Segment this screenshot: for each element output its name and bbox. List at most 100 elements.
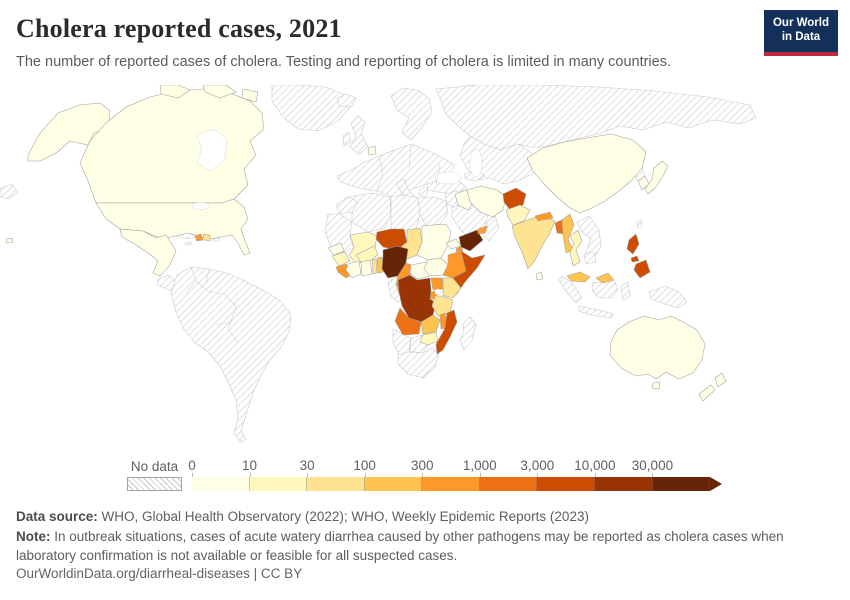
country-guinea[interactable]: [331, 251, 351, 267]
caspian-sea: [469, 148, 483, 178]
country-russia-east[interactable]: [0, 183, 19, 200]
legend-bar-column: 0 10 30 100 300 1,000 3,000 10,000 30,000: [188, 458, 722, 491]
owid-url[interactable]: OurWorldinData.org/diarrheal-diseases: [16, 566, 250, 581]
country-angola[interactable]: [394, 307, 422, 336]
legend-bin[interactable]: [652, 477, 711, 491]
region-south-america[interactable]: [170, 266, 292, 443]
note-text: In outbreak situations, cases of acute w…: [16, 529, 784, 563]
country-new-zealand-north[interactable]: [714, 372, 727, 388]
legend-arrow: [710, 477, 722, 491]
country-togo[interactable]: [371, 258, 378, 275]
country-malaysia[interactable]: [566, 271, 591, 283]
legend-bar-row: [192, 473, 722, 491]
country-mozambique[interactable]: [435, 309, 458, 355]
country-afghanistan[interactable]: [502, 187, 527, 211]
legend-bin[interactable]: [594, 477, 653, 491]
legend-tick-label: 30: [299, 458, 315, 473]
country-nepal[interactable]: [534, 211, 554, 222]
page-title: Cholera reported cases, 2021: [16, 14, 342, 43]
country-philippines-luzon[interactable]: [626, 233, 640, 255]
country-ghana[interactable]: [360, 259, 373, 277]
country-dominican-republic[interactable]: [202, 233, 211, 242]
legend-bin[interactable]: [364, 477, 423, 491]
legend-bin[interactable]: [537, 477, 595, 491]
legend-tick-labels: 0 10 30 100 300 1,000 3,000 10,000 30,000: [188, 458, 710, 477]
country-indonesia-java[interactable]: [578, 305, 614, 319]
country-yemen[interactable]: [458, 229, 484, 252]
legend-tick-label: 0: [188, 458, 196, 473]
legend-tick-label: 1,000: [462, 458, 497, 473]
country-cote-divoire[interactable]: [345, 260, 362, 279]
country-burkina-faso[interactable]: [355, 245, 379, 263]
data-source-label: Data source:: [16, 509, 98, 524]
data-source-text[interactable]: WHO, Global Health Observatory (2022); W…: [97, 509, 589, 524]
country-sri-lanka[interactable]: [535, 271, 544, 281]
country-china[interactable]: [526, 133, 647, 214]
country-ireland[interactable]: [342, 131, 352, 147]
country-senegal[interactable]: [327, 242, 345, 256]
country-new-zealand-south[interactable]: [698, 384, 716, 402]
chart-subtitle: The number of reported cases of cholera.…: [16, 54, 671, 70]
country-papua-new-guinea[interactable]: [648, 285, 688, 309]
country-netherlands[interactable]: [367, 145, 377, 156]
legend-bin[interactable]: [307, 477, 365, 491]
country-egypt[interactable]: [417, 196, 449, 227]
country-japan[interactable]: [644, 160, 669, 195]
country-madagascar[interactable]: [459, 316, 477, 351]
country-united-kingdom[interactable]: [349, 115, 369, 155]
country-philippines-visayas[interactable]: [630, 255, 640, 263]
legend-bin[interactable]: [422, 477, 480, 491]
owid-logo-line2: in Data: [781, 31, 821, 44]
legend-no-data[interactable]: No data: [127, 459, 182, 491]
country-canada[interactable]: [79, 88, 265, 204]
country-sudan[interactable]: [416, 223, 452, 261]
country-kenya[interactable]: [442, 277, 462, 299]
country-scandinavia[interactable]: [390, 87, 433, 141]
country-sierra-leone-liberia[interactable]: [335, 263, 354, 279]
country-haiti[interactable]: [194, 233, 204, 242]
country-zimbabwe[interactable]: [419, 331, 439, 346]
country-algeria[interactable]: [347, 192, 392, 233]
country-somalia[interactable]: [452, 250, 486, 296]
country-uae[interactable]: [477, 225, 488, 235]
country-mexico[interactable]: [119, 228, 177, 277]
country-indonesia-sulawesi[interactable]: [620, 281, 631, 301]
country-iceland[interactable]: [336, 93, 357, 108]
country-taiwan[interactable]: [636, 219, 643, 229]
country-canada-arctic-3[interactable]: [241, 88, 259, 103]
country-benin[interactable]: [376, 256, 384, 274]
country-malaysia-borneo[interactable]: [595, 272, 615, 284]
country-greece[interactable]: [418, 185, 429, 198]
country-philippines-mindanao[interactable]: [633, 259, 651, 279]
owid-logo-line1: Our World: [772, 17, 829, 29]
country-canada-arctic-1[interactable]: [159, 85, 191, 99]
country-indonesia-sumatra[interactable]: [558, 275, 583, 304]
country-canada-arctic-2[interactable]: [202, 85, 237, 99]
legend-no-data-swatch[interactable]: [127, 477, 182, 491]
country-iran[interactable]: [466, 185, 507, 218]
country-greenland[interactable]: [271, 85, 351, 132]
region-europe[interactable]: [336, 143, 456, 202]
country-uganda[interactable]: [430, 277, 444, 291]
legend-tickmark: [192, 473, 193, 477]
legend-bin[interactable]: [249, 477, 308, 491]
country-cambodia[interactable]: [583, 251, 597, 265]
country-pakistan[interactable]: [505, 204, 531, 226]
country-australia[interactable]: [609, 315, 706, 380]
legend-bin[interactable]: [192, 477, 250, 491]
internal-borders: [185, 143, 441, 344]
country-jamaica[interactable]: [184, 241, 192, 246]
legend-tickmark: [594, 473, 596, 477]
country-thailand[interactable]: [569, 229, 583, 267]
owid-logo[interactable]: Our World in Data: [764, 10, 838, 56]
legend-bin[interactable]: [479, 477, 538, 491]
country-oman[interactable]: [482, 215, 500, 242]
legend-tickmark: [307, 473, 309, 477]
country-south-africa[interactable]: [397, 347, 440, 379]
country-australia-tasmania[interactable]: [651, 381, 661, 390]
country-libya[interactable]: [390, 194, 421, 234]
legend-color-bar: [192, 473, 711, 491]
country-usa-hawaii[interactable]: [5, 237, 14, 244]
country-myanmar[interactable]: [561, 213, 575, 254]
country-zambia[interactable]: [420, 314, 441, 335]
